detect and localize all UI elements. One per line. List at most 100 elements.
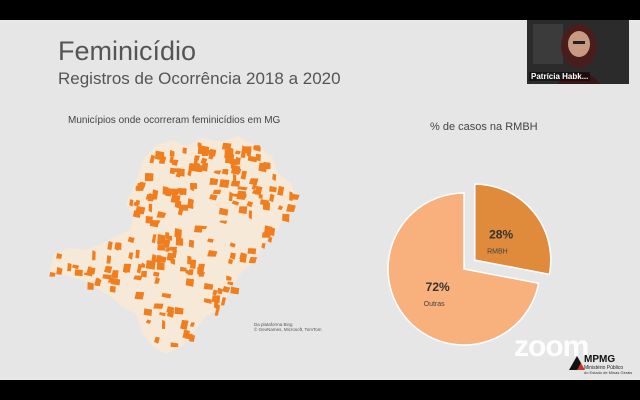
municipality-marker	[227, 258, 234, 265]
municipality-marker	[233, 167, 242, 174]
municipality-marker	[67, 262, 72, 272]
municipality-marker	[156, 211, 167, 218]
municipality-marker	[253, 145, 261, 152]
municipality-marker	[262, 201, 271, 211]
municipality-marker	[166, 252, 175, 262]
municipality-marker	[207, 250, 218, 257]
municipality-marker	[227, 281, 234, 286]
municipality-marker	[92, 249, 96, 261]
municipality-marker	[169, 149, 175, 157]
municipality-marker	[219, 179, 230, 189]
municipality-marker	[144, 172, 154, 182]
municipality-marker	[187, 198, 194, 209]
municipality-marker	[207, 238, 214, 243]
participant-video[interactable]: Patrícia Habk...	[527, 20, 629, 84]
municipality-marker	[189, 322, 195, 327]
municipality-marker	[109, 285, 116, 293]
municipality-marker	[242, 145, 246, 156]
municipality-marker	[197, 267, 203, 276]
pie-value-label: 28%	[489, 227, 513, 241]
municipality-marker	[214, 309, 220, 316]
municipality-marker	[230, 286, 240, 295]
municipality-marker	[229, 158, 239, 166]
municipality-marker	[169, 156, 174, 164]
municipality-marker	[240, 170, 248, 180]
municipality-marker	[122, 263, 132, 273]
municipality-marker	[171, 159, 179, 166]
municipality-marker	[74, 269, 83, 277]
municipality-marker	[203, 298, 212, 304]
municipality-marker	[193, 155, 200, 161]
municipality-marker	[251, 184, 257, 190]
municipality-marker	[129, 199, 134, 207]
municipality-marker	[224, 149, 231, 159]
municipality-marker	[184, 333, 193, 340]
municipality-marker	[139, 181, 146, 188]
municipality-marker	[263, 225, 273, 236]
municipality-marker	[277, 185, 285, 196]
municipality-marker	[277, 205, 284, 211]
municipality-marker	[141, 262, 146, 268]
municipality-marker	[289, 191, 293, 201]
mpmg-emblem-icon	[569, 356, 585, 370]
municipality-marker	[104, 265, 113, 274]
municipality-marker	[135, 185, 143, 191]
municipality-marker	[229, 252, 236, 260]
municipality-marker	[174, 200, 182, 209]
municipality-marker	[153, 303, 164, 309]
municipality-marker	[168, 246, 178, 252]
municipality-marker	[170, 342, 179, 348]
municipality-marker	[239, 253, 247, 263]
municipality-marker	[157, 233, 166, 245]
municipality-marker	[272, 173, 277, 182]
municipality-marker	[282, 213, 290, 223]
municipality-marker	[230, 164, 235, 169]
municipality-marker	[248, 210, 253, 220]
municipality-marker	[83, 272, 93, 277]
municipality-marker	[166, 306, 175, 313]
municipality-marker	[234, 150, 241, 155]
municipality-marker	[161, 319, 166, 330]
municipality-marker	[258, 194, 263, 199]
municipality-marker	[145, 216, 153, 224]
municipality-marker	[219, 220, 228, 224]
municipality-marker	[159, 312, 166, 317]
pie-chart: 28% RMBH 72% Outras	[387, 183, 552, 346]
municipality-marker	[175, 228, 181, 236]
municipality-marker	[209, 194, 218, 201]
municipality-marker	[111, 271, 117, 276]
municipality-marker	[147, 193, 155, 202]
municipality-marker	[261, 242, 266, 250]
participant-avatar	[527, 20, 629, 84]
minas-gerais-map	[49, 136, 300, 354]
municipality-marker	[246, 148, 252, 158]
municipality-marker	[149, 154, 156, 164]
municipality-marker	[248, 256, 258, 264]
municipality-marker	[246, 201, 254, 208]
municipality-marker	[247, 155, 258, 163]
municipality-marker	[133, 201, 140, 207]
municipality-marker	[102, 274, 113, 280]
mpmg-org-name: Ministério Público	[584, 365, 624, 371]
municipality-marker	[247, 248, 257, 255]
municipality-marker	[220, 297, 227, 306]
municipality-marker	[197, 146, 205, 155]
municipality-marker	[56, 266, 63, 275]
municipality-marker	[233, 173, 237, 183]
municipality-marker	[229, 242, 236, 248]
slide-subtitle: Registros de Ocorrência 2018 a 2020	[58, 69, 341, 88]
municipality-marker	[217, 287, 223, 295]
municipality-marker	[218, 207, 229, 216]
municipality-marker	[148, 261, 156, 269]
municipality-marker	[170, 194, 181, 203]
municipality-marker	[214, 300, 219, 310]
municipality-marker	[212, 189, 222, 195]
municipality-marker	[180, 319, 189, 330]
municipality-marker	[162, 186, 169, 196]
municipality-marker	[185, 278, 195, 287]
municipality-marker	[140, 270, 147, 278]
municipality-marker	[135, 249, 140, 259]
municipality-marker	[107, 241, 113, 251]
municipality-marker	[143, 308, 153, 317]
municipality-marker	[185, 269, 190, 275]
